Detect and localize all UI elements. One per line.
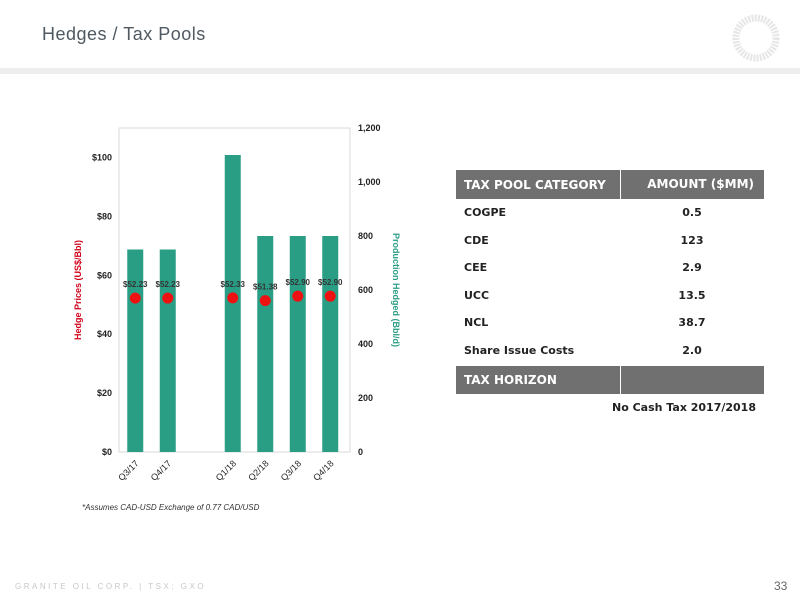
table-row: CDE 123	[456, 227, 764, 255]
row-category: NCL	[464, 316, 489, 330]
left-tick-label: $40	[97, 329, 112, 339]
right-tick-label: 0	[358, 447, 363, 457]
row-category: CDE	[464, 233, 489, 247]
right-tick-label: 200	[358, 393, 373, 403]
x-tick-label: Q1/18	[214, 458, 238, 482]
right-tick-label: 600	[358, 285, 373, 295]
production-bar	[224, 155, 241, 452]
hedge-price-label: $52.90	[318, 278, 343, 287]
table-row: CEE 2.9	[456, 254, 764, 282]
left-tick-label: $0	[102, 447, 112, 457]
x-tick-label: Q4/17	[149, 458, 173, 482]
hedge-price-label: $52.23	[123, 280, 148, 289]
hedge-price-point	[292, 290, 304, 302]
table-row: Share Issue Costs 2.0	[456, 337, 764, 365]
production-bar	[322, 236, 339, 452]
header-divider	[0, 68, 800, 74]
table-row: NCL 38.7	[456, 309, 764, 337]
footer-company: GRANITE OIL CORP. | TSX: GXO	[15, 582, 207, 591]
hedge-price-point	[129, 292, 141, 304]
hedge-price-point	[259, 295, 271, 307]
tax-horizon-label: TAX HORIZON	[464, 373, 557, 387]
left-tick-label: $100	[92, 152, 112, 162]
header-amount: AMOUNT ($MM)	[620, 170, 764, 199]
left-axis-title: Hedge Prices (US$/Bbl)	[73, 240, 83, 340]
x-tick-label: Q4/18	[311, 458, 335, 482]
tax-horizon-header-blank	[620, 366, 764, 394]
row-amount: 2.9	[682, 261, 702, 275]
x-tick-label: Q3/17	[116, 458, 140, 482]
tax-horizon-header: TAX HORIZON	[456, 366, 764, 394]
production-bar	[289, 236, 306, 452]
row-amount: 13.5	[678, 288, 706, 302]
row-category: CEE	[464, 261, 488, 275]
production-bar	[257, 236, 274, 452]
tax-horizon-value: No Cash Tax 2017/2018	[612, 401, 756, 414]
row-category: COGPE	[464, 206, 507, 220]
right-tick-label: 1,000	[358, 177, 381, 187]
hedge-price-point	[324, 290, 336, 302]
row-amount: 38.7	[678, 316, 706, 330]
right-tick-label: 800	[358, 231, 373, 241]
page-title: Hedges / Tax Pools	[42, 24, 206, 44]
hedge-price-label: $52.90	[286, 278, 311, 287]
row-amount: 2.0	[682, 343, 702, 357]
table-header-row: TAX POOL CATEGORY AMOUNT ($MM)	[456, 170, 764, 199]
ring-logo-icon	[732, 14, 780, 62]
left-tick-label: $80	[97, 211, 112, 221]
hedge-price-point	[162, 292, 174, 304]
tax-pool-table: TAX POOL CATEGORY AMOUNT ($MM) COGPE 0.5…	[456, 170, 764, 414]
page-number: 33	[774, 579, 788, 593]
table-row: COGPE 0.5	[456, 199, 764, 227]
row-amount: 0.5	[682, 206, 702, 220]
x-tick-label: Q3/18	[279, 458, 303, 482]
left-tick-label: $20	[97, 388, 112, 398]
right-tick-label: 400	[358, 339, 373, 349]
hedge-price-label: $51.38	[253, 283, 278, 292]
footnote: *Assumes CAD-USD Exchange of 0.77 CAD/US…	[82, 503, 260, 512]
header-category: TAX POOL CATEGORY	[464, 177, 606, 192]
row-category: Share Issue Costs	[464, 343, 575, 357]
hedge-price-label: $52.33	[221, 280, 246, 289]
right-tick-label: 1,200	[358, 123, 381, 133]
row-amount: 123	[680, 233, 704, 247]
row-category: UCC	[464, 288, 490, 302]
right-axis-title: Production Hedged (Bbl/d)	[391, 233, 401, 347]
table-row: UCC 13.5	[456, 282, 764, 310]
left-tick-label: $60	[97, 270, 112, 280]
x-tick-label: Q2/18	[246, 458, 270, 482]
hedge-price-label: $52.23	[156, 280, 181, 289]
hedge-price-point	[227, 292, 239, 304]
